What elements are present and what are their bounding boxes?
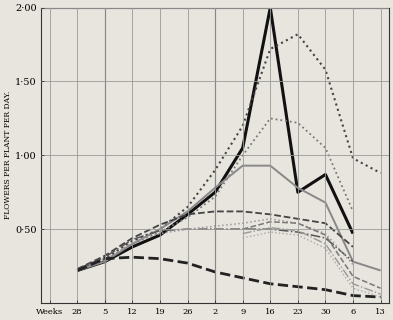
Y-axis label: FLOWERS PER PLANT PER DAY.: FLOWERS PER PLANT PER DAY. [4,91,12,220]
